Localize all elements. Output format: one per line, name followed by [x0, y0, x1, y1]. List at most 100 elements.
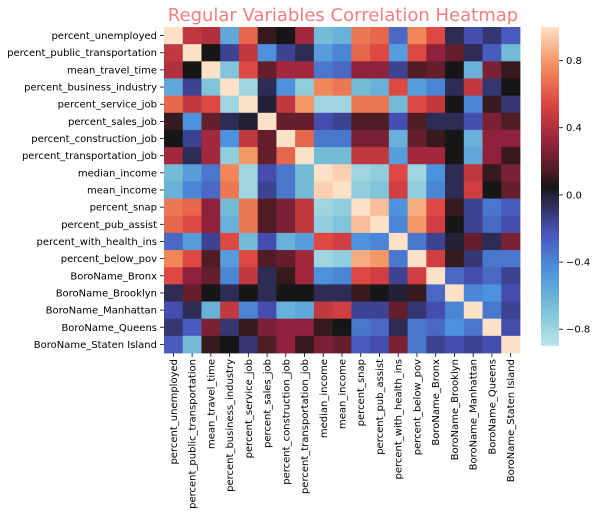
heatmap-cell — [351, 61, 371, 79]
heatmap-cell — [332, 164, 352, 182]
heatmap-cell — [313, 181, 334, 199]
heatmap-cell — [426, 267, 446, 285]
heatmap-cell — [295, 95, 315, 114]
heatmap-cell — [332, 27, 352, 45]
heatmap-cell — [426, 335, 446, 354]
heatmap-cell — [164, 112, 184, 131]
heatmap-cell — [182, 318, 202, 337]
heatmap-cell — [220, 112, 240, 131]
heatmap-cell — [445, 112, 465, 131]
x-tick-label: mean_travel_time — [206, 359, 217, 449]
heatmap-cell — [220, 147, 240, 165]
heatmap-cell — [501, 301, 521, 320]
y-tick-label: mean_travel_time — [67, 65, 157, 76]
heatmap-cell — [351, 250, 371, 268]
heatmap-cell — [426, 232, 446, 251]
heatmap-cell — [295, 61, 315, 79]
heatmap-cell — [182, 301, 202, 320]
heatmap-cell — [164, 215, 184, 234]
heatmap-cell — [295, 112, 315, 131]
x-tick-label: percent_business_industry — [225, 359, 236, 492]
heatmap-cell — [482, 44, 502, 62]
heatmap-cell — [276, 198, 296, 217]
heatmap-cell — [445, 147, 465, 165]
heatmap-cell — [201, 147, 221, 165]
heatmap-cell — [426, 250, 446, 268]
heatmap-cell — [388, 284, 408, 302]
heatmap-cell — [426, 284, 446, 302]
y-tick-label: percent_business_industry — [24, 83, 157, 94]
heatmap-cell — [201, 44, 221, 62]
heatmap-cell — [370, 112, 390, 131]
heatmap-cell — [388, 164, 408, 182]
heatmap-cell — [276, 335, 296, 354]
heatmap-cell — [182, 335, 202, 354]
heatmap-cell — [463, 301, 483, 320]
heatmap-cell — [482, 164, 502, 182]
heatmap-cell — [257, 335, 277, 354]
heatmap-cell — [182, 284, 202, 302]
heatmap-cell — [463, 181, 483, 199]
heatmap-cell — [407, 78, 427, 97]
heatmap-cell — [238, 61, 259, 79]
heatmap-cell — [482, 61, 502, 79]
heatmap-cell — [370, 129, 390, 148]
heatmap-cell — [501, 284, 521, 302]
heatmap-cell — [257, 301, 277, 320]
heatmap-cell — [407, 335, 427, 354]
heatmap-cell — [463, 44, 483, 62]
heatmap-cell — [164, 61, 184, 79]
heatmap-cell — [370, 78, 390, 97]
heatmap-cell — [276, 215, 296, 234]
heatmap-cell — [313, 267, 334, 285]
heatmap-cell — [482, 215, 502, 234]
y-tick-label: percent_unemployed — [51, 31, 157, 42]
heatmap-cell — [257, 129, 277, 148]
heatmap-cell — [220, 267, 240, 285]
heatmap-cell — [501, 335, 521, 354]
heatmap-cell — [426, 61, 446, 79]
heatmap-cell — [164, 164, 184, 182]
heatmap-cell — [463, 250, 483, 268]
heatmap-cell — [407, 61, 427, 79]
x-tick-label: percent_transportation_job — [300, 359, 311, 494]
heatmap-cell — [238, 267, 259, 285]
heatmap-cell — [313, 78, 334, 97]
heatmap-cell — [238, 232, 259, 251]
heatmap-cell — [501, 232, 521, 251]
colorbar-tick-label: −0.4 — [566, 258, 590, 269]
heatmap-cell — [407, 284, 427, 302]
heatmap-cell — [426, 44, 446, 62]
colorbar: 0.8 0.4 0.0 −0.4 −0.8 — [541, 27, 590, 346]
heatmap-cell — [407, 301, 427, 320]
heatmap-cell — [201, 318, 221, 337]
heatmap-cell — [276, 267, 296, 285]
heatmap-cell — [201, 27, 221, 45]
heatmap-cell — [351, 335, 371, 354]
y-tick-label: percent_snap — [90, 203, 157, 214]
heatmap-cell — [445, 129, 465, 148]
heatmap-cell — [501, 318, 521, 337]
x-tick-label: percent_service_job — [244, 359, 255, 458]
heatmap-cell — [201, 164, 221, 182]
heatmap-cell — [445, 284, 465, 302]
heatmap-cell — [463, 147, 483, 165]
heatmap-cell — [238, 181, 259, 199]
heatmap-cells — [164, 27, 521, 354]
heatmap-cell — [276, 95, 296, 114]
heatmap-cell — [276, 164, 296, 182]
heatmap-cell — [313, 318, 334, 337]
heatmap-cell — [407, 232, 427, 251]
heatmap-cell — [407, 95, 427, 114]
heatmap-cell — [482, 318, 502, 337]
heatmap-cell — [257, 61, 277, 79]
heatmap-cell — [276, 147, 296, 165]
heatmap-cell — [295, 198, 315, 217]
heatmap-cell — [445, 232, 465, 251]
heatmap-cell — [482, 267, 502, 285]
heatmap-cell — [351, 301, 371, 320]
heatmap-cell — [313, 164, 334, 182]
heatmap-cell — [445, 44, 465, 62]
heatmap-cell — [201, 95, 221, 114]
x-tick-label: percent_pub_assist — [375, 359, 386, 455]
